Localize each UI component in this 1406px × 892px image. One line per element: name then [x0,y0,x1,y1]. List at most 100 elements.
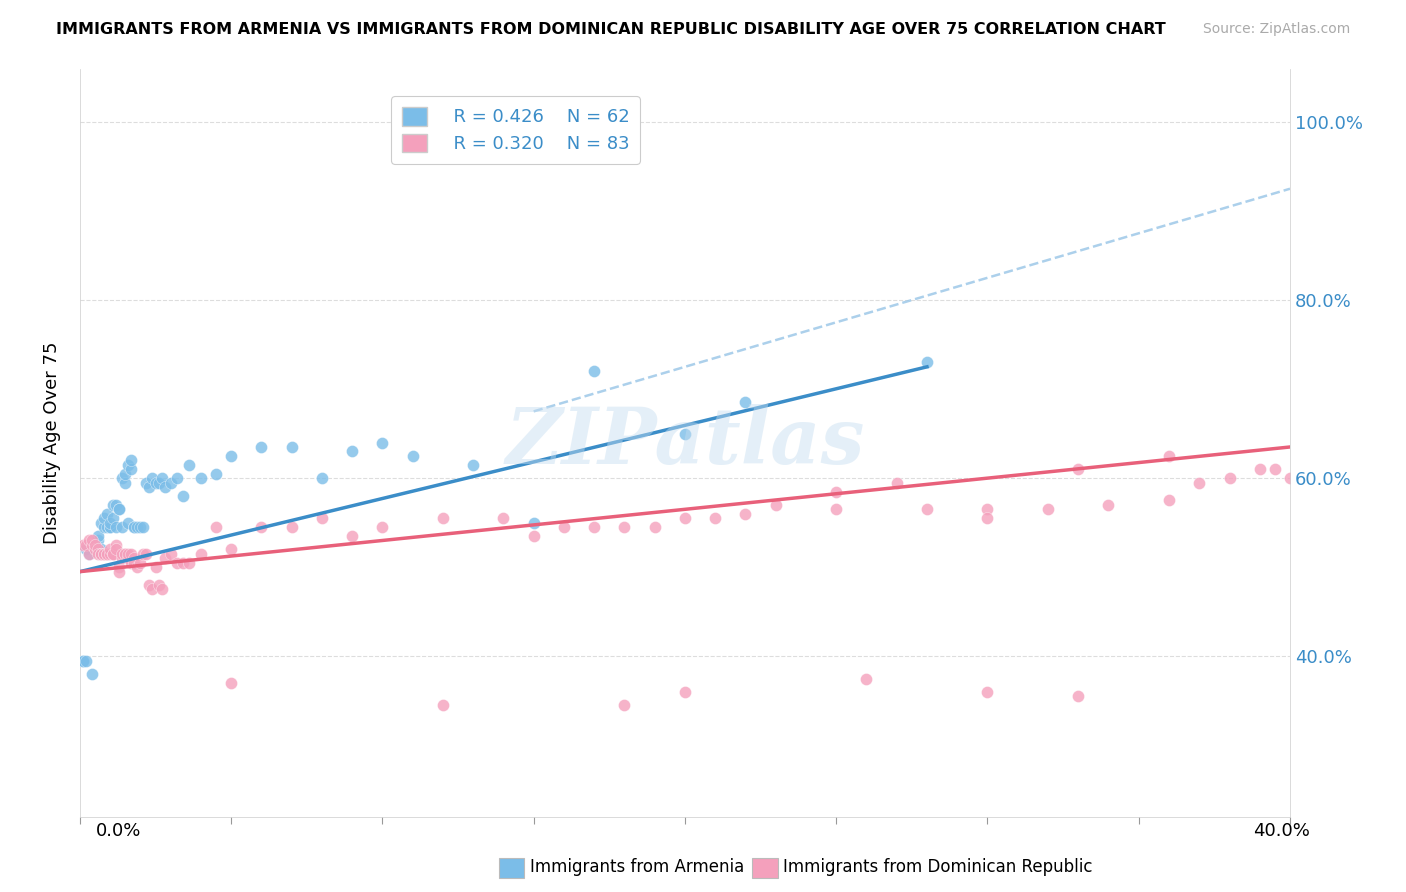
Point [87,547,110,561]
Point [141,582,163,597]
Point [77,547,100,561]
Point [825,484,848,499]
Point [145,475,167,490]
Point [101,547,124,561]
Y-axis label: Disability Age Over 75: Disability Age Over 75 [44,342,60,544]
Point [80,538,103,552]
Point [141,471,163,485]
Point [150,582,173,597]
Point [90,542,112,557]
Point [75,654,97,668]
Point [124,551,146,566]
Point [105,538,128,552]
Point [111,551,134,566]
Point [90,547,112,561]
Point [105,520,128,534]
Point [311,511,333,525]
Point [108,502,131,516]
Point [976,502,998,516]
Legend:   R = 0.426    N = 62,   R = 0.320    N = 83: R = 0.426 N = 62, R = 0.320 N = 83 [391,96,640,164]
Point [177,458,200,472]
Point [613,520,636,534]
Point [825,502,848,516]
Point [219,449,242,463]
Point [1036,502,1059,516]
Point [915,355,938,369]
Point [84,542,107,557]
Point [80,538,103,552]
Point [673,685,696,699]
Point [150,471,173,485]
Point [129,520,152,534]
Point [80,533,103,548]
Point [75,542,97,557]
Point [90,516,112,530]
Point [311,471,333,485]
Point [190,471,212,485]
Point [1097,498,1119,512]
Point [120,453,142,467]
Point [280,440,302,454]
Point [172,556,194,570]
Point [101,511,124,525]
Point [114,547,136,561]
Point [583,520,606,534]
Point [135,475,157,490]
Point [124,556,146,570]
Point [105,498,128,512]
Point [523,516,546,530]
Point [765,498,787,512]
Point [1067,462,1090,476]
Point [177,556,200,570]
Point [1157,493,1180,508]
Point [401,449,423,463]
Point [114,467,136,481]
Point [96,520,118,534]
Point [132,547,155,561]
Point [72,654,94,668]
Point [976,685,998,699]
Point [98,520,121,534]
Point [1218,471,1240,485]
Point [190,547,212,561]
Text: 0.0%: 0.0% [96,822,141,840]
Point [371,520,394,534]
Point [90,547,112,561]
Point [98,520,121,534]
Point [124,520,146,534]
Text: Source: ZipAtlas.com: Source: ZipAtlas.com [1202,22,1350,37]
Point [673,426,696,441]
Point [463,458,485,472]
Point [644,520,666,534]
Point [280,520,302,534]
Point [148,475,170,490]
Point [153,480,176,494]
Point [114,547,136,561]
Point [117,458,139,472]
Point [219,676,242,690]
Point [84,542,107,557]
Point [205,520,228,534]
Point [84,538,107,552]
Point [72,538,94,552]
Point [138,480,160,494]
Point [553,520,575,534]
Point [159,475,181,490]
Point [673,511,696,525]
Point [976,511,998,525]
Point [340,529,363,543]
Point [432,698,454,713]
Point [1157,449,1180,463]
Point [80,667,103,681]
Point [855,672,877,686]
Point [87,533,110,548]
Point [340,444,363,458]
Point [108,560,131,574]
Point [1188,475,1211,490]
Point [120,556,142,570]
Point [1264,462,1286,476]
Point [117,551,139,566]
Point [105,542,128,557]
Point [219,542,242,557]
Point [84,538,107,552]
